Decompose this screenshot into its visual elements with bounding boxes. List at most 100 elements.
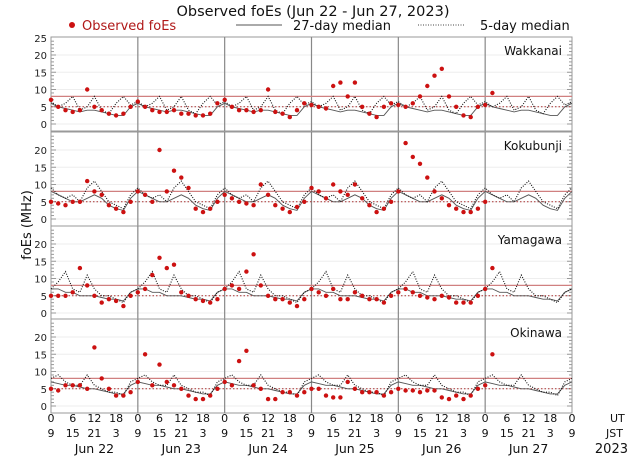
observed-point — [396, 189, 401, 194]
observed-point — [265, 396, 271, 402]
ut-tick-label: 12 — [522, 412, 536, 425]
jst-tick-label: 9 — [134, 427, 141, 440]
observed-point — [468, 393, 473, 398]
observed-point — [302, 390, 307, 395]
observed-point — [381, 206, 387, 211]
observed-point — [432, 73, 437, 78]
observed-point — [309, 185, 314, 191]
observed-point — [70, 290, 75, 295]
observed-point — [381, 300, 387, 305]
jst-tick-label: 3 — [286, 427, 293, 440]
observed-point — [475, 386, 481, 391]
observed-point — [345, 379, 350, 385]
observed-point — [265, 87, 271, 92]
observed-point — [374, 114, 379, 120]
observed-point — [200, 113, 206, 118]
observed-point — [352, 386, 358, 391]
observed-point — [99, 300, 104, 305]
observed-point — [215, 101, 220, 106]
day-label: Jun 23 — [161, 441, 201, 456]
observed-point — [92, 104, 97, 110]
legend-observed-marker — [69, 22, 75, 28]
observed-point — [236, 358, 242, 364]
observed-point — [323, 196, 329, 201]
observed-point — [171, 108, 177, 113]
observed-point — [56, 201, 61, 206]
ut-tick-label: 6 — [330, 412, 337, 425]
observed-point — [381, 393, 387, 398]
ut-tick-label: 18 — [456, 412, 470, 425]
observed-point — [215, 386, 220, 391]
ut-tick-label: 0 — [308, 412, 315, 425]
observed-point — [77, 265, 83, 271]
observed-point — [244, 269, 249, 274]
jst-tick-label: 15 — [66, 427, 80, 440]
observed-point — [128, 104, 133, 110]
observed-point — [106, 111, 112, 116]
observed-point — [135, 99, 140, 104]
observed-point — [113, 298, 119, 304]
observed-point — [85, 87, 90, 92]
observed-point — [215, 297, 220, 302]
ut-tick-label: 0 — [221, 412, 228, 425]
observed-point — [121, 111, 126, 116]
jst-tick-label: 15 — [239, 427, 253, 440]
observed-point — [388, 293, 394, 298]
observed-point — [454, 104, 459, 110]
day-label: Jun 27 — [508, 441, 548, 456]
observed-point — [475, 206, 481, 211]
y-tick-label: 5 — [41, 385, 47, 396]
observed-point — [142, 352, 148, 357]
observed-point — [99, 192, 104, 197]
chart-title: Observed foEs (Jun 22 - Jun 27, 2023) — [177, 4, 450, 20]
observed-point — [142, 192, 148, 197]
day-label: Jun 22 — [74, 441, 114, 456]
observed-point — [425, 388, 430, 393]
observed-point — [186, 111, 191, 116]
observed-point — [208, 393, 213, 398]
observed-point — [200, 298, 206, 304]
observed-point — [258, 283, 263, 288]
y-tick-label: 0 — [41, 215, 47, 226]
y-tick-label: 10 — [34, 368, 47, 379]
observed-point — [208, 111, 213, 116]
y-axis-label: foEs (MHz) — [20, 190, 35, 260]
observed-point — [273, 109, 278, 115]
panel-okinawa: 0 5 10 15 20 Okinawa — [34, 318, 573, 414]
observed-point — [150, 383, 155, 388]
observed-point — [483, 199, 488, 204]
observed-point — [70, 199, 75, 204]
observed-point — [338, 80, 343, 85]
jst-tick-label: 3 — [113, 427, 120, 440]
ut-tick-label: 6 — [417, 412, 424, 425]
observed-point — [121, 209, 126, 215]
jst-tick-label: 15 — [153, 427, 167, 440]
observed-point — [396, 386, 401, 391]
jst-tick-label: 21 — [174, 427, 188, 440]
observed-point — [461, 113, 466, 118]
observed-point — [48, 293, 54, 298]
observed-point — [403, 286, 408, 292]
ut-tick-label: 18 — [543, 412, 557, 425]
observed-point — [63, 293, 68, 298]
jst-tick-label: 21 — [87, 427, 101, 440]
ut-tick-label: 18 — [196, 412, 210, 425]
observed-point — [439, 293, 444, 298]
y-tick-label: 0 — [41, 120, 47, 131]
observed-point — [99, 108, 104, 113]
observed-point — [360, 293, 365, 298]
observed-point — [309, 102, 314, 108]
observed-point — [388, 101, 394, 106]
observed-point — [287, 114, 292, 120]
observed-point — [468, 300, 473, 305]
observed-point — [490, 265, 495, 271]
observed-point — [483, 286, 488, 292]
observed-point — [417, 94, 423, 99]
observed-point — [128, 293, 133, 298]
y-tick-label: 15 — [34, 68, 47, 79]
day-label: Jun 24 — [247, 441, 287, 456]
observed-point — [150, 272, 155, 278]
observed-point — [193, 396, 198, 402]
observed-point — [77, 383, 83, 388]
observed-point — [439, 66, 444, 72]
